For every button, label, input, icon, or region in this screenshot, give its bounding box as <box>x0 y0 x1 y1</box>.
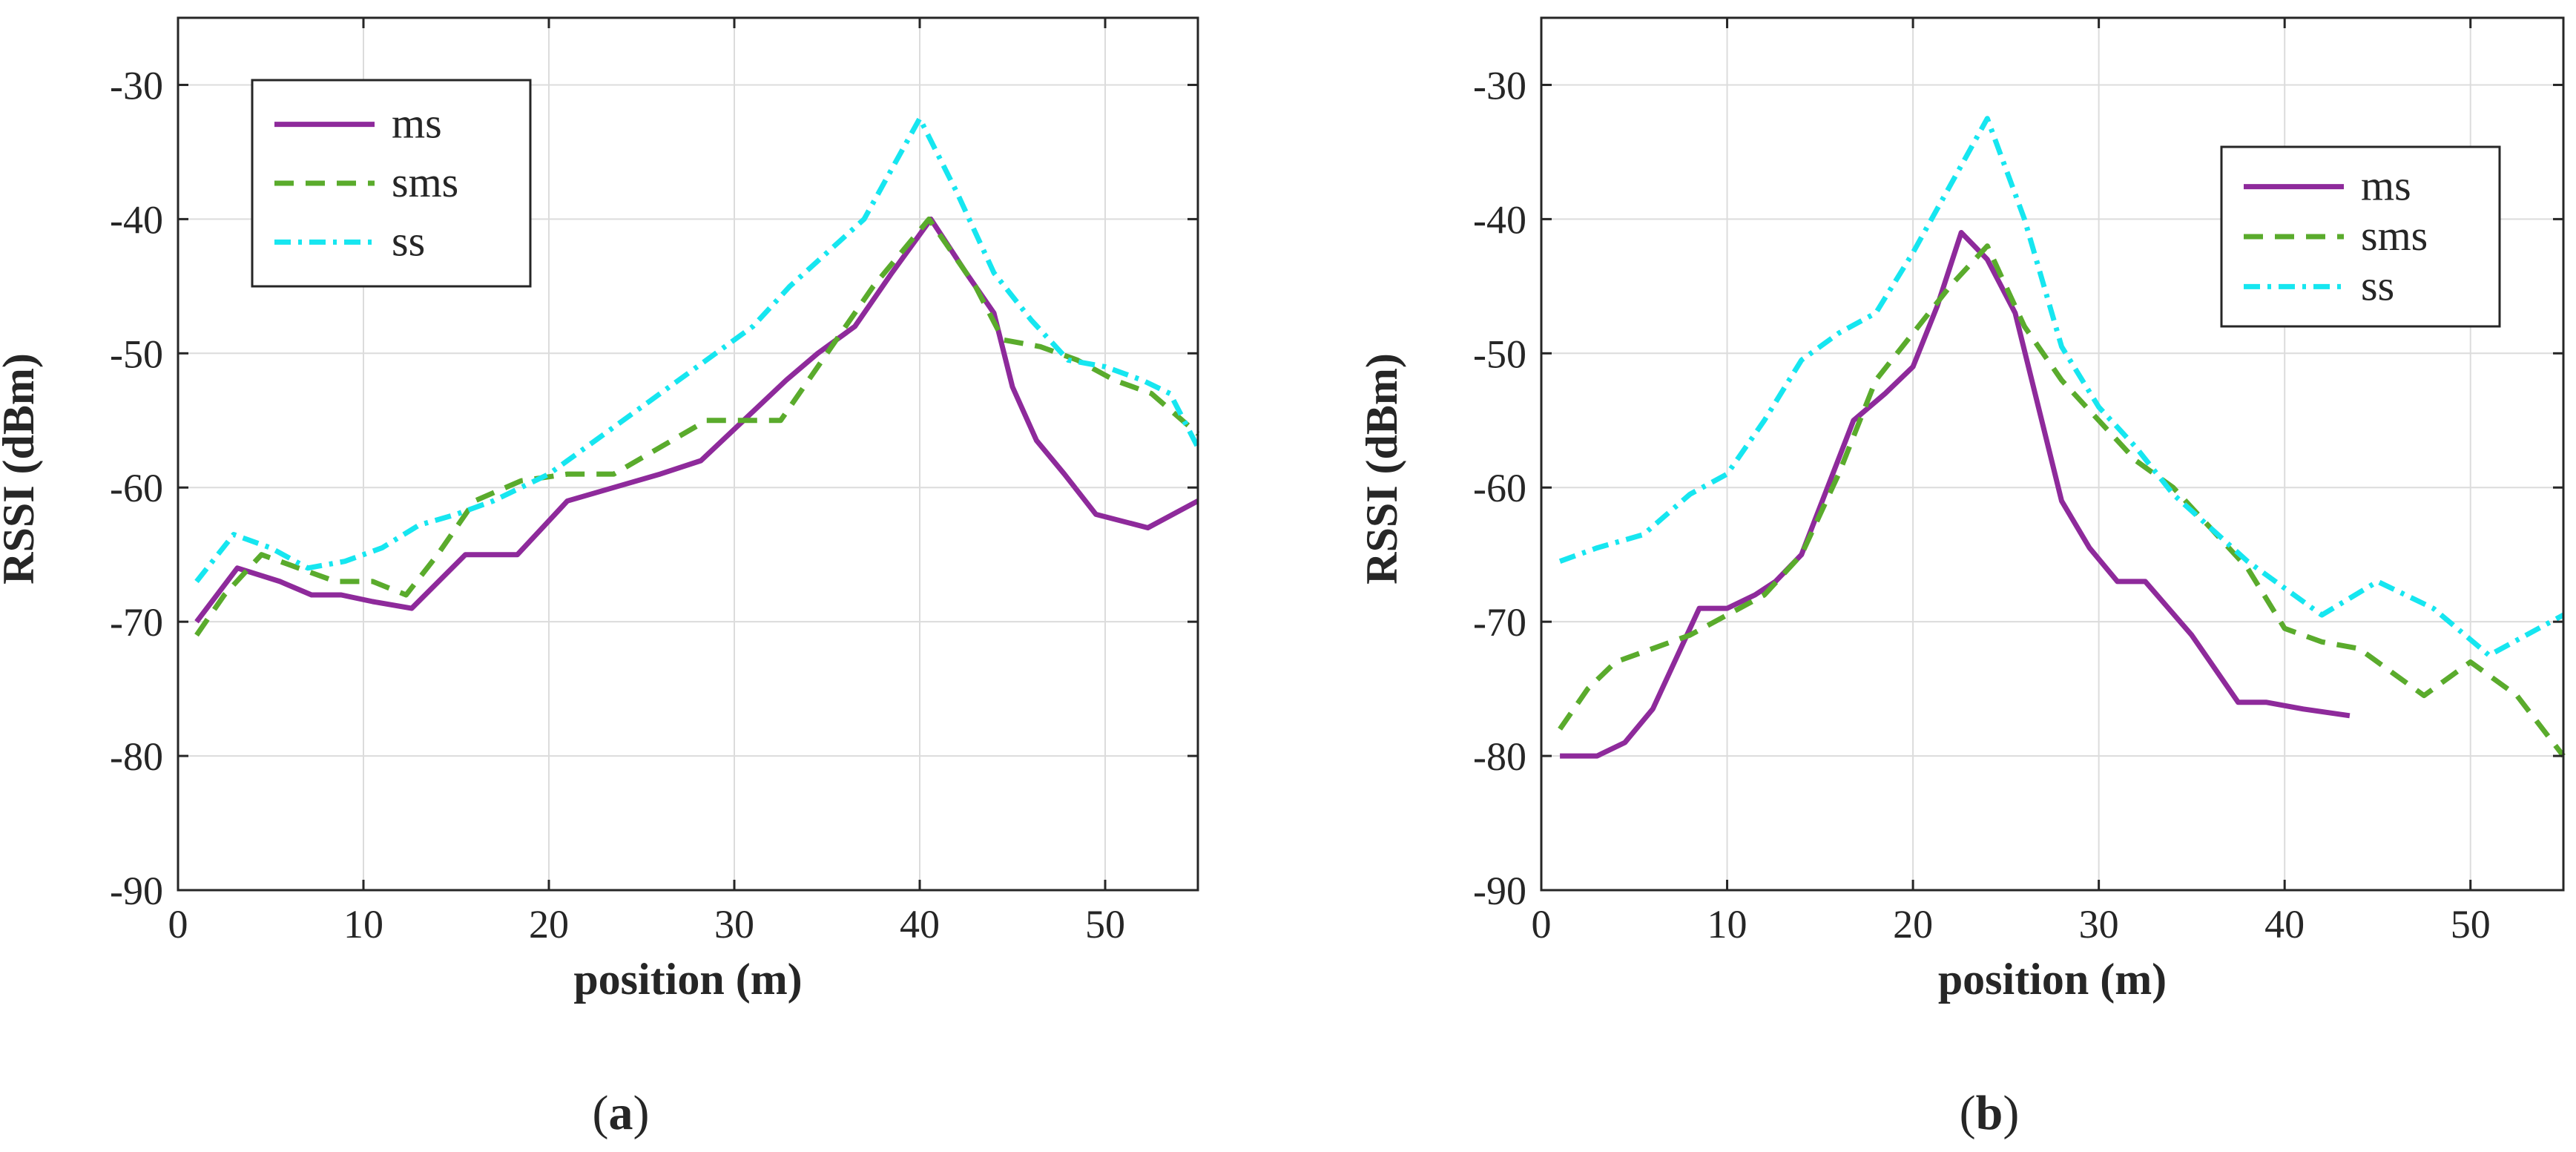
y-tick-label: -40 <box>110 197 163 242</box>
x-axis-label: position (m) <box>573 955 802 1004</box>
ticks: 0 10 20 30 40 50 -90 -80 -70 -60 -50 -40 -30 <box>110 18 1198 947</box>
axes-frame <box>1540 16 2565 892</box>
y-tick-label: -60 <box>1473 466 1526 510</box>
legend-label-sms: sms <box>392 158 458 206</box>
y-tick-label: -60 <box>110 466 163 510</box>
panel-letter-a: a <box>609 1086 633 1140</box>
series-line-sms <box>1558 243 2566 758</box>
series-line-ms <box>1560 230 2351 759</box>
series-line-ss <box>1558 116 2565 658</box>
legend: ms sms ss <box>2220 145 2501 328</box>
y-axis-label: RSSI (dBm) <box>0 353 43 585</box>
x-tick-label: 0 <box>168 902 188 947</box>
y-tick-label: -80 <box>1473 734 1526 779</box>
x-tick-label: 40 <box>2264 902 2305 947</box>
legend-box <box>2220 145 2501 328</box>
y-tick-label: -50 <box>1473 332 1526 376</box>
legend-label-ss: ss <box>392 217 425 265</box>
x-axis-label: position (m) <box>1938 955 2167 1004</box>
y-axis-label: RSSI (dBm) <box>1357 353 1406 585</box>
legend-label-ms: ms <box>392 99 442 148</box>
y-tick-label: -30 <box>1473 63 1526 108</box>
panel-letter-b: b <box>1976 1086 2003 1140</box>
x-tick-label: 20 <box>529 902 569 947</box>
y-tick-label: -40 <box>1473 197 1526 242</box>
grid <box>177 18 1198 891</box>
series-layer <box>194 116 1201 637</box>
legend: ms sms ss <box>251 79 532 288</box>
y-tick-label: -90 <box>1473 869 1526 913</box>
x-tick-label: 0 <box>1532 902 1552 947</box>
ticks: 0 10 20 30 40 50 -90 -80 -70 -60 -50 -40 -30 <box>1473 18 2563 947</box>
x-tick-label: 10 <box>343 902 383 947</box>
y-tick-label: -80 <box>110 734 163 779</box>
panel-label-b: (b) <box>1960 1086 2020 1140</box>
series-line-sms <box>194 216 1200 637</box>
chart-panel-b: 0 10 20 30 40 50 -90 -80 -70 -60 -50 -40 -30 positio… <box>1357 16 2566 1140</box>
series-line-ss <box>194 116 1201 584</box>
axes-frame <box>177 16 1199 892</box>
chart-panel-a: 0 10 20 30 40 50 -90 -80 -70 -60 -50 -40 -30 positio… <box>0 16 1201 1140</box>
x-tick-label: 20 <box>1893 902 1933 947</box>
x-tick-label: 30 <box>2079 902 2119 947</box>
x-tick-label: 50 <box>2451 902 2491 947</box>
y-tick-label: -70 <box>1473 600 1526 645</box>
legend-box <box>251 79 532 288</box>
x-tick-label: 50 <box>1085 902 1125 947</box>
x-tick-label: 10 <box>1707 902 1747 947</box>
legend-label-sms: sms <box>2361 211 2428 260</box>
y-tick-label: -50 <box>110 332 163 376</box>
legend-label-ss: ss <box>2361 261 2394 309</box>
y-tick-label: -30 <box>110 63 163 108</box>
x-tick-label: 30 <box>714 902 754 947</box>
y-tick-label: -90 <box>110 869 163 913</box>
x-tick-label: 40 <box>900 902 940 947</box>
panel-label-a: (a) <box>593 1086 650 1140</box>
y-tick-label: -70 <box>110 600 163 645</box>
legend-label-ms: ms <box>2361 162 2411 210</box>
series-layer <box>1558 116 2566 759</box>
